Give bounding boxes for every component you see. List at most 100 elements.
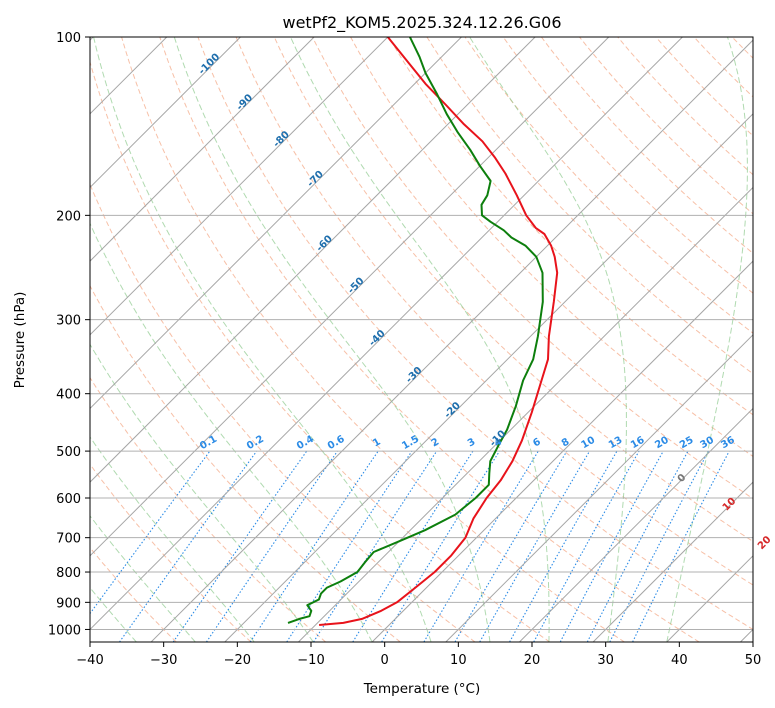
mixing-ratio-label: 20 (653, 435, 671, 452)
mixing-ratio-line (454, 450, 568, 642)
moist-adiabat-line (93, 37, 432, 642)
dry-adiabat-line (90, 376, 327, 642)
mixing-ratio-label: 10 (580, 435, 598, 452)
isotherm-label: -20 (442, 400, 463, 421)
x-tick-label: 30 (597, 653, 614, 668)
isotherm-label: -80 (271, 129, 292, 150)
mixing-ratio-lines (90, 450, 730, 642)
dry-adiabat-line (90, 546, 177, 642)
mixing-ratio-label: 16 (629, 435, 647, 452)
mixing-ratio-label: 13 (607, 435, 625, 452)
x-tick-label: 20 (524, 653, 541, 668)
y-tick-label: 400 (56, 388, 81, 403)
dry-adiabat-line (121, 37, 625, 642)
moist-adiabat-line (90, 222, 373, 642)
mixing-ratio-label: 1 (371, 436, 383, 449)
dry-adiabat-line (235, 37, 753, 586)
x-tick-label: 40 (671, 653, 688, 668)
isotherm-label: -90 (235, 92, 256, 113)
x-tick-label: −30 (150, 653, 177, 668)
dry-adiabat-label: 20 (756, 534, 774, 552)
isotherm-line (371, 260, 753, 642)
plot-frame (89, 36, 754, 643)
y-tick-label: 600 (56, 492, 81, 507)
mixing-ratio-line (352, 450, 474, 642)
mixing-ratio-label: 0.4 (295, 434, 316, 452)
x-tick-label: 0 (381, 653, 389, 668)
dry-adiabat-line (655, 37, 753, 137)
isotherm-label: -60 (314, 234, 335, 255)
isotherm-line (90, 37, 536, 483)
isotherm-label: -40 (367, 328, 388, 349)
moist-adiabat-line (90, 587, 137, 642)
temperature-profile-line (319, 37, 559, 626)
dry-adiabat-line (541, 37, 753, 254)
isotherm-line (445, 334, 753, 642)
dry-adiabat-line (388, 37, 753, 416)
dry-adiabat-line (350, 37, 753, 458)
isotherm-label: -70 (305, 169, 326, 190)
mixing-ratio-line (205, 450, 338, 642)
mixing-ratio-line (609, 450, 709, 642)
moist-adiabat-line (90, 436, 255, 642)
isotherms (90, 37, 753, 642)
y-axis-label: Pressure (hPa) (12, 292, 28, 389)
y-tick-label: 800 (56, 566, 81, 581)
y-tick-label: 200 (56, 209, 81, 224)
dry-adiabat-line (90, 284, 401, 642)
background-lines (90, 37, 775, 642)
x-tick-label: −20 (224, 653, 251, 668)
y-tick-label: 700 (56, 532, 81, 547)
mixing-ratio-line (509, 450, 618, 642)
mixing-ratio-label: 6 (531, 436, 543, 449)
dry-adiabat-line (90, 183, 476, 642)
mixing-ratio-label: 4 (492, 436, 504, 449)
isotherm-label: -50 (346, 276, 367, 297)
isotherm-label: -30 (404, 365, 425, 386)
isotherm-line (90, 37, 315, 262)
dry-adiabat-line (159, 37, 700, 642)
isotherm-line (224, 113, 753, 642)
mixing-ratio-label: 3 (466, 436, 478, 449)
moist-adiabat-line (469, 37, 627, 642)
isotherm-line (150, 39, 753, 642)
dry-adiabat-line (770, 37, 775, 642)
dewpoint-profile-line (287, 37, 544, 624)
y-axis: 100 200 300 400 500 600 700 800 900 1000 (48, 31, 90, 638)
dry-adiabat-label: 0 (676, 472, 689, 485)
mixing-ratio-line (172, 450, 308, 642)
y-tick-label: 100 (56, 31, 81, 46)
dry-adiabat-line (464, 37, 753, 334)
x-tick-label: −10 (297, 653, 324, 668)
isotherm-line (519, 407, 753, 642)
dry-adiabat-line (426, 37, 753, 375)
dry-adiabat-line (273, 37, 753, 543)
y-tick-label: 900 (56, 596, 81, 611)
pressure-gridlines (90, 37, 753, 630)
dry-adiabats (90, 37, 775, 642)
moist-adiabat-line (173, 37, 491, 642)
mixing-ratio-line (533, 450, 640, 642)
dry-adiabat-line (197, 37, 753, 630)
mixing-ratio-label: 2 (430, 436, 442, 449)
isotherm-line (740, 628, 753, 642)
isotherm-label: -100 (197, 52, 223, 78)
mixing-ratio-line (632, 450, 730, 642)
x-axis: −40 −30 −20 −10 0 10 20 30 40 50 (76, 642, 761, 668)
isotherm-line (90, 37, 462, 410)
moist-adiabat-line (666, 37, 748, 642)
mixing-ratio-line (559, 450, 664, 642)
mixing-ratio-label: 0.1 (198, 434, 219, 452)
dry-adiabat-line (502, 37, 753, 294)
y-tick-label: 1000 (48, 623, 81, 638)
dry-adiabat-line (90, 60, 551, 642)
moist-adiabat-line (90, 515, 196, 642)
mixing-ratio-label: 0.2 (245, 434, 266, 452)
x-tick-label: 10 (450, 653, 467, 668)
isotherm-line (90, 37, 389, 336)
mixing-ratio-line (119, 450, 258, 642)
x-tick-label: −40 (76, 653, 103, 668)
mixing-ratio-line (90, 450, 211, 615)
mixing-ratio-label: 8 (560, 436, 572, 449)
